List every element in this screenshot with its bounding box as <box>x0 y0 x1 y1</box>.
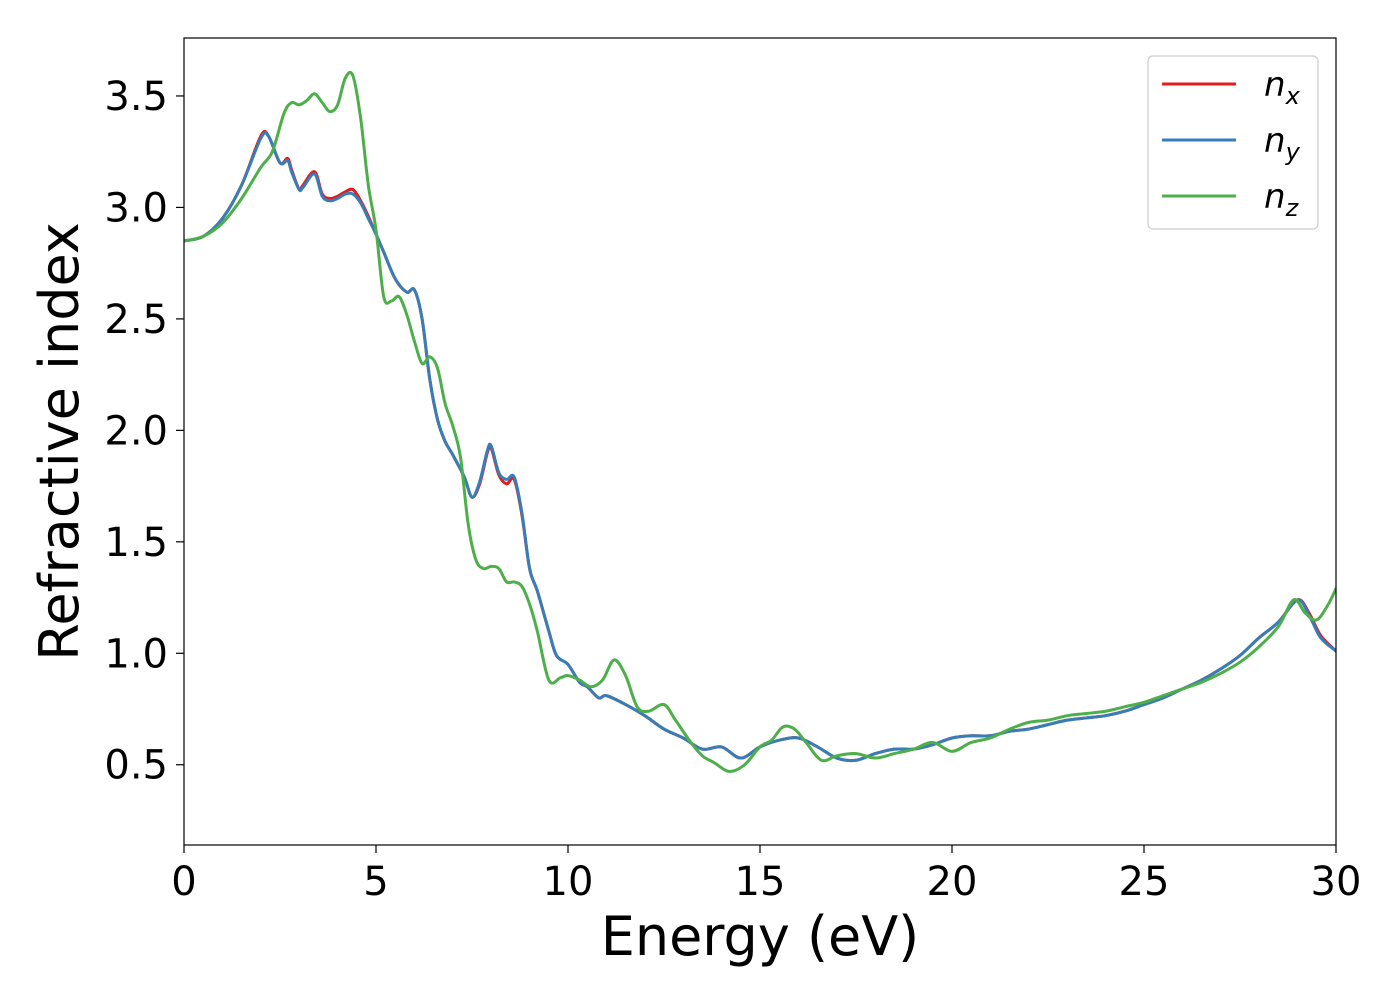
x-axis-label: Energy (eV) <box>601 905 920 968</box>
x-tick-label: 15 <box>735 859 786 905</box>
x-tick-label: 10 <box>543 859 594 905</box>
x-tick-label: 25 <box>1119 859 1170 905</box>
y-axis-label: Refractive index <box>28 222 91 661</box>
x-axis-ticks: 0 5 10 15 20 25 30 <box>171 845 1361 905</box>
y-tick-label: 1.0 <box>104 631 168 677</box>
x-tick-label: 20 <box>927 859 978 905</box>
y-axis-ticks: 0.5 1.0 1.5 2.0 2.5 3.0 3.5 <box>104 74 184 789</box>
x-tick-label: 5 <box>363 859 388 905</box>
series-line-z <box>184 70 1336 773</box>
y-tick-label: 3.5 <box>104 74 168 120</box>
legend: nx ny nz <box>1147 55 1319 230</box>
y-tick-label: 0.5 <box>104 743 168 789</box>
y-tick-label: 1.5 <box>104 520 168 566</box>
legend-label-x: nx <box>1264 65 1301 110</box>
y-tick-label: 2.0 <box>104 408 168 454</box>
x-tick-label: 0 <box>171 859 196 905</box>
series-line-y <box>184 131 1336 763</box>
legend-label-z: nz <box>1264 177 1300 222</box>
series-layer <box>184 70 1336 773</box>
legend-label-y: ny <box>1264 121 1301 166</box>
y-tick-label: 2.5 <box>104 297 168 343</box>
legend-box <box>1147 55 1319 230</box>
y-tick-label: 3.0 <box>104 185 168 231</box>
x-tick-label: 30 <box>1311 859 1362 905</box>
